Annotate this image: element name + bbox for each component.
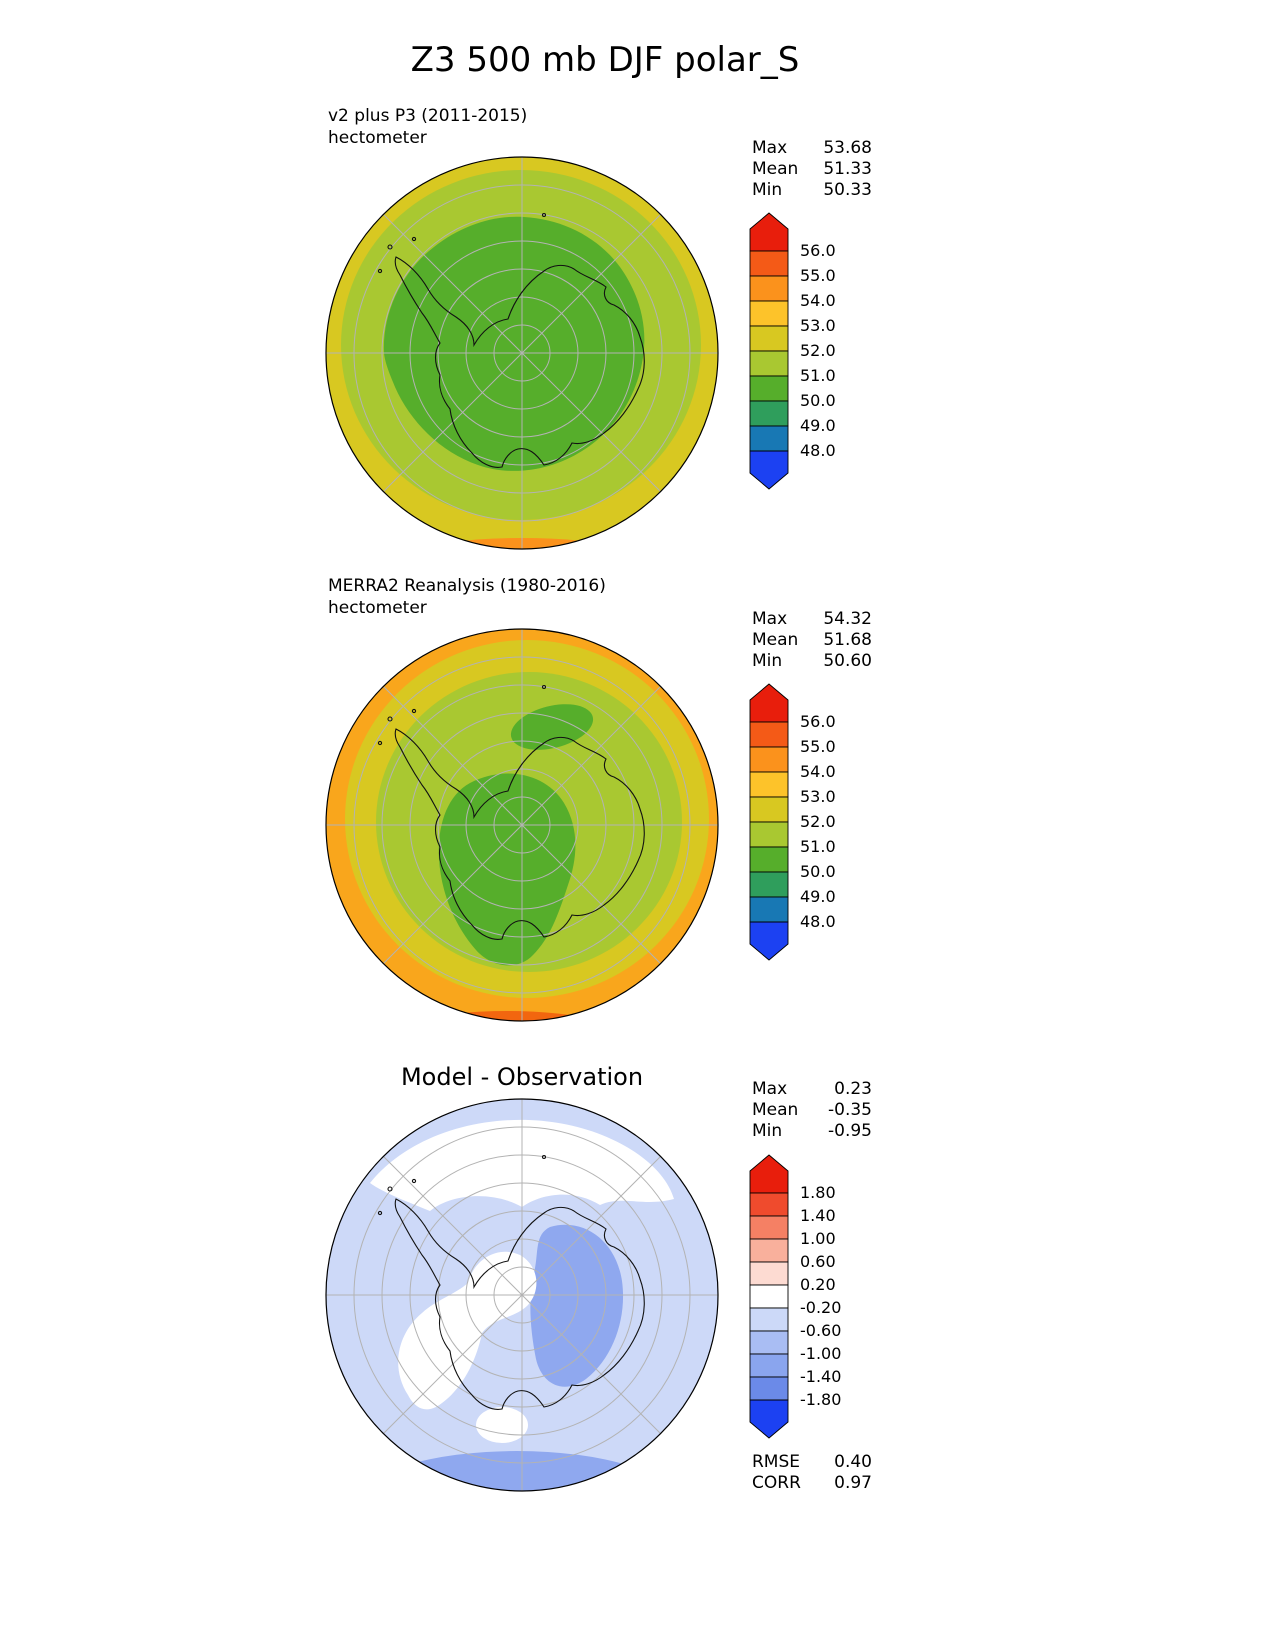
map-model — [322, 153, 722, 553]
map-difference-svg — [325, 1098, 719, 1492]
stat-name: Max — [752, 609, 788, 629]
panel3-title: Model - Observation — [400, 1063, 644, 1091]
stat-value: 50.60 — [823, 651, 872, 671]
stats-rmse-corr: RMSE 0.40 CORR 0.97 — [752, 1452, 872, 1494]
stat-row: Min -0.95 — [752, 1121, 872, 1142]
colorbar-tick-label: 56.0 — [800, 712, 836, 731]
stat-row: Max 0.23 — [752, 1079, 872, 1100]
colorbar-tick-label: -0.60 — [800, 1321, 841, 1340]
colorbar-difference: 1.80 1.40 1.00 0.60 0.20 -0.20 -0.60 -1.00 -1.40… — [748, 1153, 868, 1444]
panel1-label-line1: v2 plus P3 (2011-2015) — [328, 106, 528, 126]
colorbar-tick-label: 1.40 — [800, 1206, 836, 1225]
stat-row: Mean 51.33 — [752, 159, 872, 180]
panel2-units-label: hectometer — [328, 598, 427, 619]
stat-row: RMSE 0.40 — [752, 1452, 872, 1473]
colorbar-reanalysis: 56.0 55.0 54.0 53.0 52.0 51.0 50.0 49.0 48.0 — [748, 682, 868, 966]
colorbar-svg: 56.0 55.0 54.0 53.0 52.0 51.0 50.0 49.0 48.0 — [749, 683, 836, 961]
stat-name: Min — [752, 180, 783, 200]
stat-row: Mean -0.35 — [752, 1100, 872, 1121]
colorbar-tick-label: 54.0 — [800, 291, 836, 310]
map-reanalysis-svg — [325, 628, 719, 1022]
colorbar-tick-label: 50.0 — [800, 862, 836, 881]
stat-value: 51.33 — [823, 159, 872, 179]
colorbar-svg: 56.0 55.0 54.0 53.0 52.0 51.0 50.0 49.0 48.0 — [749, 212, 836, 490]
stat-name: Max — [752, 1079, 788, 1099]
colorbar-tick-label: -1.00 — [800, 1344, 841, 1363]
stat-name: Min — [752, 651, 783, 671]
colorbar-tick-label: 56.0 — [800, 241, 836, 260]
colorbar-tick-label: 1.00 — [800, 1229, 836, 1248]
colorbar-tick-label: -1.80 — [800, 1390, 841, 1409]
stat-name: CORR — [752, 1473, 801, 1493]
stat-row: Max 54.32 — [752, 609, 872, 630]
stat-row: CORR 0.97 — [752, 1473, 872, 1494]
colorbar-tick-label: 55.0 — [800, 737, 836, 756]
colorbar-svg: 1.80 1.40 1.00 0.60 0.20 -0.20 -0.60 -1.00 -1.40… — [749, 1154, 841, 1439]
map-model-svg — [325, 156, 719, 550]
colorbar-tick-label: 53.0 — [800, 316, 836, 335]
colorbar-tick-label: 55.0 — [800, 266, 836, 285]
panel1-label: v2 plus P3 (2011-2015) hectometer — [328, 105, 527, 150]
colorbar-model: 56.0 55.0 54.0 53.0 52.0 51.0 50.0 49.0 48.0 — [748, 211, 868, 495]
stat-row: Min 50.60 — [752, 651, 872, 672]
stat-value: -0.35 — [828, 1100, 872, 1120]
stat-row: Mean 51.68 — [752, 630, 872, 651]
stat-name: Mean — [752, 159, 799, 179]
colorbar-tick-label: 48.0 — [800, 441, 836, 460]
colorbar-tick-label: -0.20 — [800, 1298, 841, 1317]
panel1-units-label: hectometer — [328, 128, 427, 149]
colorbar-tick-label: 49.0 — [800, 416, 836, 435]
colorbar-tick-label: 49.0 — [800, 887, 836, 906]
colorbar-tick-label: 53.0 — [800, 787, 836, 806]
stat-value: -0.95 — [828, 1121, 872, 1141]
stat-name: Max — [752, 138, 788, 158]
stat-value: 0.23 — [834, 1079, 872, 1099]
map-difference — [322, 1095, 722, 1495]
stats-model: Max 53.68 Mean 51.33 Min 50.33 — [752, 138, 872, 201]
panel2-label: MERRA2 Reanalysis (1980-2016) hectometer — [328, 575, 606, 620]
colorbar-tick-label: -1.40 — [800, 1367, 841, 1386]
stat-value: 54.32 — [823, 609, 872, 629]
colorbar-tick-label: 51.0 — [800, 837, 836, 856]
stat-row: Max 53.68 — [752, 138, 872, 159]
stat-name: RMSE — [752, 1452, 801, 1472]
colorbar-tick-label: 0.20 — [800, 1275, 836, 1294]
colorbar-tick-label: 1.80 — [800, 1183, 836, 1202]
colorbar-tick-label: 54.0 — [800, 762, 836, 781]
stat-name: Min — [752, 1121, 783, 1141]
colorbar-tick-label: 52.0 — [800, 341, 836, 360]
stats-difference: Max 0.23 Mean -0.35 Min -0.95 — [752, 1079, 872, 1142]
map-reanalysis — [322, 625, 722, 1025]
colorbar-tick-label: 48.0 — [800, 912, 836, 931]
colorbar-tick-label: 50.0 — [800, 391, 836, 410]
colorbar-tick-label: 51.0 — [800, 366, 836, 385]
stats-reanalysis: Max 54.32 Mean 51.68 Min 50.60 — [752, 609, 872, 672]
stat-value: 53.68 — [823, 138, 872, 158]
colorbar-tick-label: 52.0 — [800, 812, 836, 831]
stat-row: Min 50.33 — [752, 180, 872, 201]
stat-value: 51.68 — [823, 630, 872, 650]
figure-title: Z3 500 mb DJF polar_S — [410, 40, 800, 80]
stat-value: 0.97 — [834, 1473, 872, 1493]
stat-value: 50.33 — [823, 180, 872, 200]
stat-value: 0.40 — [834, 1452, 872, 1472]
colorbar-tick-label: 0.60 — [800, 1252, 836, 1271]
stat-name: Mean — [752, 1100, 799, 1120]
stat-name: Mean — [752, 630, 799, 650]
panel2-label-line1: MERRA2 Reanalysis (1980-2016) — [328, 576, 606, 596]
